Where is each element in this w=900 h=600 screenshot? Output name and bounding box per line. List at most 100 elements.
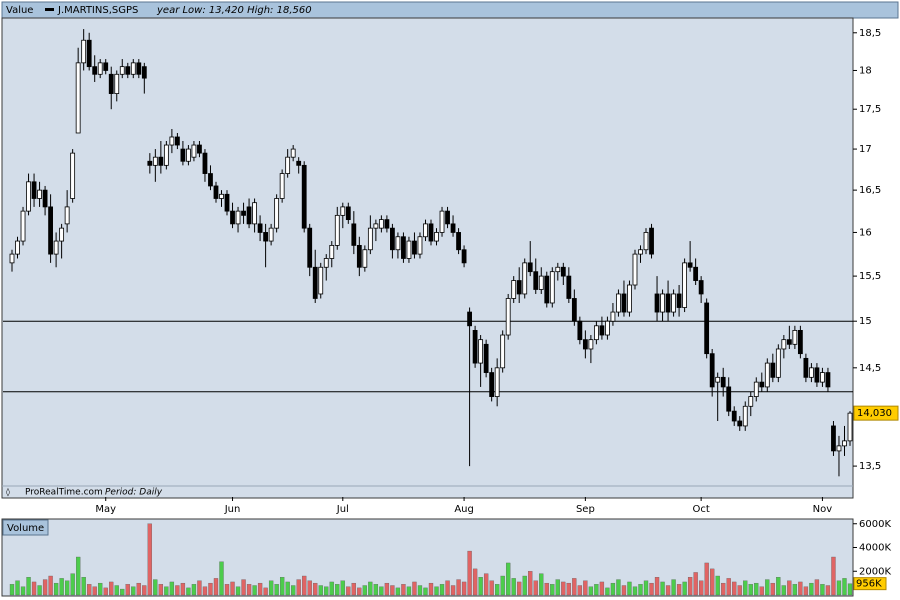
candle-body: [141, 66, 147, 79]
candle-body: [472, 329, 478, 364]
volume-bar: [76, 556, 81, 596]
x-tick-label: Sep: [576, 504, 595, 515]
candle-body: [704, 302, 710, 355]
candle-body: [809, 367, 814, 378]
candle-body: [186, 148, 191, 162]
volume-y-tick-label: 2000K: [859, 566, 891, 577]
candle-body: [318, 266, 324, 295]
volume-bar: [439, 584, 445, 596]
volume-bar: [632, 586, 638, 596]
candle-body: [323, 258, 329, 268]
candle-body: [312, 266, 318, 299]
candle-body: [268, 227, 274, 242]
volume-bar: [687, 577, 693, 596]
candle-body: [224, 193, 230, 212]
candle-body: [847, 412, 853, 442]
candle-body: [842, 440, 847, 447]
x-tick-label: Oct: [692, 504, 709, 515]
volume-bar: [665, 585, 671, 596]
x-tick-label: May: [95, 504, 116, 515]
volume-bar: [208, 582, 213, 596]
volume-label: Volume: [7, 523, 44, 534]
volume-bar: [164, 586, 169, 596]
candle-body: [549, 271, 555, 304]
candle-body: [516, 280, 522, 295]
volume-bar: [37, 585, 42, 596]
y-tick-label: 17,5: [859, 104, 881, 115]
volume-bar: [478, 577, 483, 596]
candle-body: [494, 367, 500, 397]
candle-body: [158, 156, 164, 166]
volume-bar: [230, 581, 235, 596]
y-tick-label: 18,5: [859, 28, 881, 39]
candle-body: [219, 193, 224, 199]
x-tick-label: Jun: [224, 504, 241, 515]
y-tick-label: 14,5: [859, 363, 881, 374]
legend-swatch: [45, 8, 54, 11]
candle-body: [53, 240, 59, 255]
candle-body: [649, 227, 654, 255]
candle-body: [544, 275, 550, 304]
candle-body: [450, 223, 456, 233]
candle-body: [241, 210, 246, 216]
volume-bar: [224, 584, 230, 596]
y-tick-label: 15,5: [859, 271, 881, 282]
volume-bar: [158, 584, 164, 596]
volume-bar: [715, 575, 720, 596]
volume-bar: [362, 585, 367, 596]
volume-bar: [335, 584, 340, 596]
candle-body: [395, 236, 401, 251]
candle-body: [412, 240, 417, 255]
candle-body: [125, 66, 131, 75]
volume-bar: [285, 581, 290, 596]
candle-body: [742, 405, 748, 427]
volume-bar: [765, 579, 770, 596]
candle-body: [439, 210, 445, 233]
candle-body: [500, 334, 506, 369]
candle-body: [345, 206, 351, 221]
volume-bar: [561, 581, 566, 596]
volume-bar: [241, 579, 246, 596]
volume-y-tick-label: 6000K: [859, 519, 891, 530]
volume-bar: [125, 584, 130, 596]
volume-bar: [831, 556, 836, 596]
volume-bar: [759, 586, 764, 596]
volume-bar: [654, 577, 660, 596]
candle-body: [20, 210, 26, 242]
x-tick-label: Nov: [813, 504, 833, 515]
candle-body: [169, 136, 175, 146]
x-tick-label: Jul: [336, 504, 349, 515]
volume-bar: [610, 582, 616, 596]
candle-body: [571, 298, 577, 322]
volume-bar: [186, 587, 191, 596]
volume-bar: [120, 588, 125, 596]
candle-body: [505, 298, 511, 336]
candle-body: [208, 173, 213, 187]
candle-body: [174, 136, 180, 146]
volume-bar: [384, 582, 390, 596]
volume-bar: [15, 580, 20, 596]
candle-body: [836, 445, 842, 452]
volume-bar: [721, 582, 726, 596]
candle-body: [356, 244, 362, 268]
volume-bar: [671, 579, 676, 596]
candle-body: [599, 325, 605, 336]
candle-body: [434, 232, 439, 242]
candle-body: [621, 293, 627, 313]
volume-bar: [842, 578, 847, 596]
volume-bar: [296, 579, 301, 596]
volume-bar: [710, 568, 715, 596]
candle-body: [307, 227, 313, 268]
volume-bar: [197, 580, 202, 596]
candle-body: [119, 66, 125, 75]
candle-body: [390, 227, 395, 251]
candle-body: [147, 160, 153, 166]
volume-bar: [461, 581, 467, 596]
candle-body: [748, 396, 754, 407]
candle-body: [92, 66, 98, 75]
last-volume-box: [853, 577, 887, 591]
candle-body: [825, 372, 831, 388]
volume-bar: [825, 585, 831, 596]
candle-body: [130, 62, 136, 75]
candle-body: [753, 381, 759, 397]
